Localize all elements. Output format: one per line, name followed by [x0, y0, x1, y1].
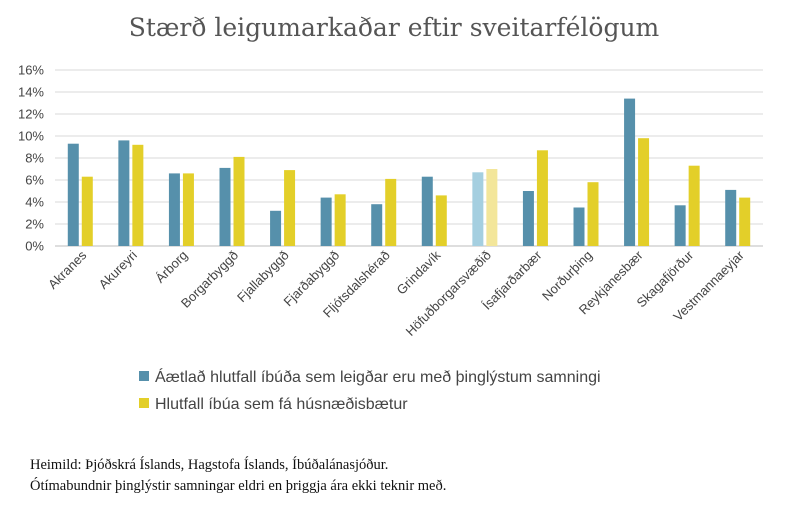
y-tick-label: 0%	[25, 239, 44, 254]
bar-housing-benefit-hofudborgarsvaedid	[486, 169, 498, 246]
gridlines	[55, 69, 763, 247]
y-tick-label: 8%	[25, 151, 44, 166]
bar-housing-benefit-akureyri	[132, 144, 144, 246]
legend: Áætlað hlutfall íbúða sem leigðar eru me…	[139, 367, 601, 413]
bar-housing-benefit-reykjanesbaer	[638, 138, 650, 246]
x-tick-label: Grindavík	[393, 247, 443, 297]
x-tick-label: Árborg	[152, 248, 190, 286]
bar-leased-borgarbyggd	[219, 167, 231, 246]
source-note: Heimild: Þjóðskrá Íslands, Hagstofa Ísla…	[30, 456, 388, 473]
bar-leased-grindavik	[421, 176, 433, 246]
legend-swatch	[139, 371, 149, 381]
y-tick-label: 14%	[18, 85, 44, 100]
legend-label: Hlutfall íbúa sem fá húsnæðisbætur	[155, 396, 408, 413]
y-tick-label: 2%	[25, 217, 44, 232]
y-tick-label: 12%	[18, 107, 44, 122]
bar-housing-benefit-skagafjordur	[688, 165, 700, 246]
bar-housing-benefit-nordurthing	[587, 182, 599, 246]
bar-leased-hofudborgarsvaedid	[472, 172, 484, 246]
bar-leased-akranes	[67, 143, 79, 246]
bar-leased-fljotsdalsherad	[371, 204, 383, 246]
bar-housing-benefit-isafjardarbaer	[536, 150, 548, 246]
bar-housing-benefit-grindavik	[435, 195, 447, 246]
bar-leased-reykjanesbaer	[624, 98, 636, 246]
bar-leased-vestmannaeyjar	[725, 189, 737, 246]
y-axis-tick-labels: 0% 2% 4% 6% 8% 10% 12% 14% 16%	[18, 63, 44, 254]
y-tick-label: 6%	[25, 173, 44, 188]
bar-leased-isafjardarbaer	[522, 191, 534, 246]
bar-leased-akureyri	[118, 140, 130, 246]
bar-leased-fjallabyggd	[270, 210, 282, 246]
bar-housing-benefit-arborg	[182, 173, 194, 246]
bar-housing-benefit-fjallabyggd	[284, 170, 296, 246]
legend-swatch	[139, 398, 149, 408]
bar-housing-benefit-vestmannaeyjar	[739, 197, 751, 246]
bar-leased-arborg	[168, 173, 180, 246]
x-tick-label: Höfuðborgarsvæðið	[403, 248, 494, 339]
y-tick-label: 4%	[25, 195, 44, 210]
legend-label: Áætlað hlutfall íbúða sem leigðar eru me…	[155, 367, 601, 386]
bar-housing-benefit-fljotsdalsherad	[385, 178, 397, 246]
y-tick-label: 16%	[18, 63, 44, 78]
exclusion-note: Ótímabundnir þinglýstir samningar eldri …	[30, 477, 446, 494]
bar-housing-benefit-borgarbyggd	[233, 156, 245, 246]
bar-housing-benefit-fjardabyggd	[334, 194, 346, 246]
bars	[67, 98, 751, 246]
bar-leased-skagafjordur	[674, 205, 686, 246]
bar-leased-nordurthing	[573, 207, 585, 246]
x-tick-label: Akureyri	[96, 247, 140, 291]
bar-housing-benefit-akranes	[81, 176, 93, 246]
y-tick-label: 10%	[18, 129, 44, 144]
x-axis-tick-labels: Akranes Akureyri ÁrborgBorgarbyggðFjallaby…	[45, 247, 747, 339]
chart-title: Stærð leigumarkaðar eftir sveitarfélögum	[129, 13, 660, 42]
bar-leased-fjardabyggd	[320, 197, 332, 246]
x-tick-label: Akranes	[45, 247, 90, 292]
